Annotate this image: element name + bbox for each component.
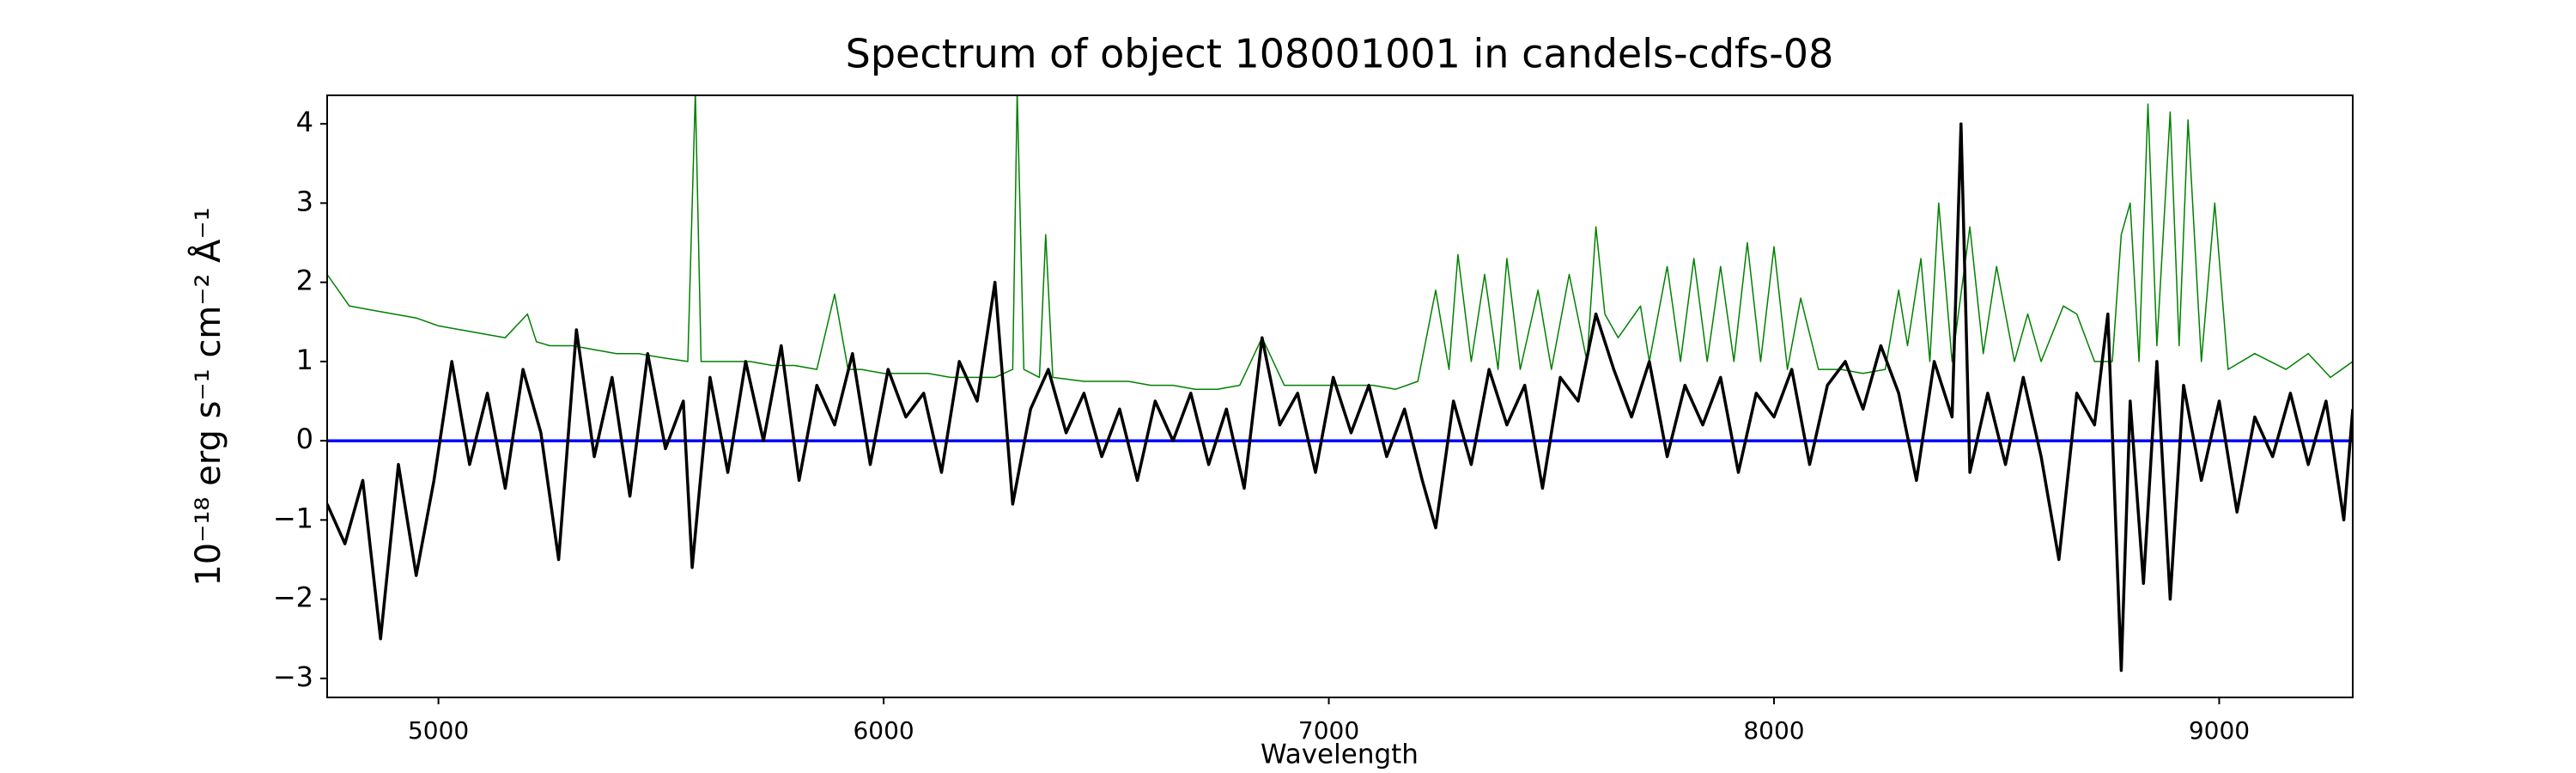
chart-title: Spectrum of object 108001001 in candels-…: [846, 31, 1834, 77]
x-tick-label: 9000: [2189, 716, 2250, 745]
spectrum-line: [327, 95, 2353, 390]
y-tick-label: 1: [296, 344, 313, 376]
plot-frame: [326, 94, 2354, 698]
x-tick-label: 5000: [408, 716, 469, 745]
y-tick-label: 0: [296, 423, 313, 455]
x-tick-label: 8000: [1743, 716, 1804, 745]
y-tick-label: 3: [296, 185, 313, 217]
y-tick-label: 4: [296, 106, 313, 138]
x-tick-label: 7000: [1298, 716, 1359, 745]
y-tick-label: 2: [296, 265, 313, 297]
y-tick-label: −1: [273, 502, 313, 534]
spectrum-line: [327, 122, 2353, 673]
y-axis-label: 10⁻¹⁸ erg s⁻¹ cm⁻² Å⁻¹: [187, 207, 228, 586]
x-tick-label: 6000: [853, 716, 914, 745]
x-axis-label: Wavelength: [1261, 740, 1419, 770]
y-tick-label: −2: [273, 581, 313, 614]
y-tick-label: −3: [273, 660, 313, 693]
